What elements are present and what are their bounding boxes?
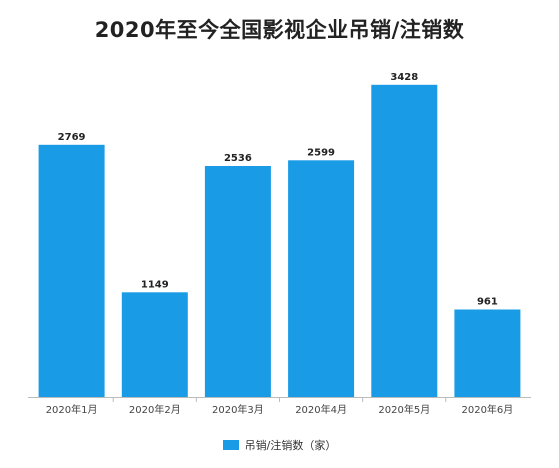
bar (371, 84, 438, 398)
x-tick-label: 2020年3月 (212, 403, 264, 416)
data-label: 2599 (307, 147, 335, 158)
x-tick-label: 2020年2月 (129, 403, 181, 416)
data-label: 3428 (390, 72, 418, 83)
bar (38, 144, 105, 397)
data-label: 2536 (224, 153, 252, 164)
x-tick-label: 2020年4月 (295, 403, 347, 416)
data-label: 2769 (58, 132, 86, 143)
x-tick-label: 2020年1月 (46, 403, 98, 416)
x-tick-label: 2020年5月 (378, 403, 430, 416)
legend-swatch (222, 440, 239, 450)
data-label: 1149 (141, 279, 169, 290)
legend-label: 吊销/注销数（家） (244, 439, 337, 452)
legend: 吊销/注销数（家） (0, 437, 559, 453)
data-label: 961 (477, 297, 498, 308)
x-tick-label: 2020年6月 (461, 403, 513, 416)
bar (204, 166, 271, 397)
bar (121, 292, 188, 397)
bar (288, 160, 355, 397)
chart-title: 2020年至今全国影视企业吊销/注销数 (94, 18, 465, 42)
bar (454, 309, 521, 397)
